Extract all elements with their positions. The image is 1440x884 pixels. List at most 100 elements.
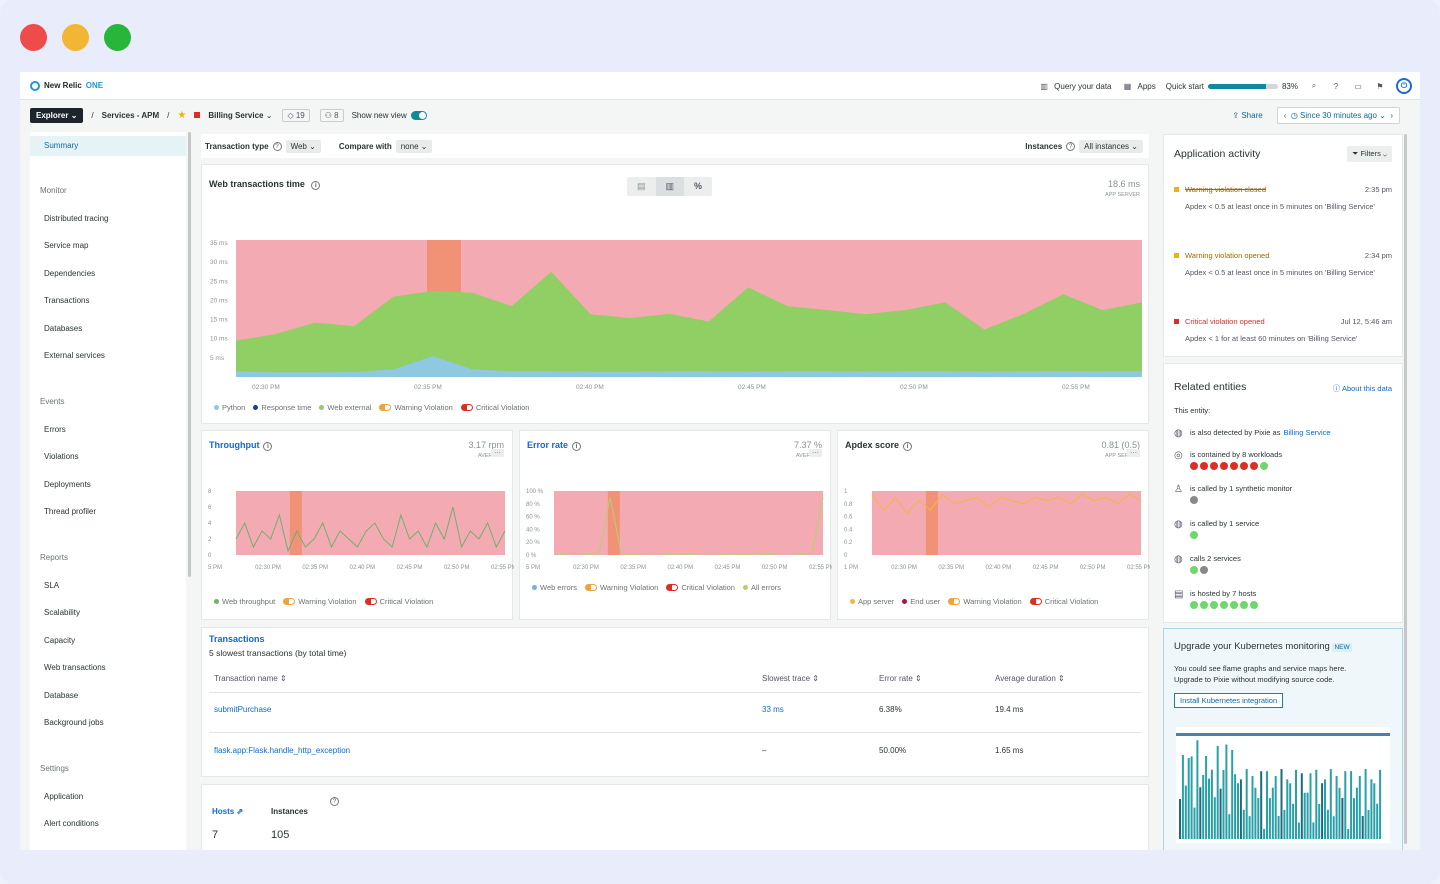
legend-item-critical-violation[interactable]: Critical Violation <box>666 583 735 592</box>
about-data-link[interactable]: ⓘ About this data <box>1332 384 1392 393</box>
entity-status-dot[interactable] <box>1210 462 1218 470</box>
legend-item-critical-violation[interactable]: Critical Violation <box>1029 597 1098 606</box>
entity-status-dot[interactable] <box>1200 462 1208 470</box>
entity-status-dot[interactable] <box>1190 531 1198 539</box>
legend-item-critical-violation[interactable]: Critical Violation <box>460 403 529 412</box>
related-entity-item[interactable]: ▤ is hosted by 7 hosts <box>1174 589 1258 609</box>
favorite-star-icon[interactable]: ★ <box>177 109 187 121</box>
sidebar-item-external-services[interactable]: External services <box>44 351 105 360</box>
sidebar-item-background-jobs[interactable]: Background jobs <box>44 718 104 727</box>
apps-button[interactable]: ▦ Apps <box>1122 80 1156 92</box>
help-icon[interactable]: ? <box>1066 141 1076 151</box>
line-view-button[interactable]: ▤ <box>637 181 646 191</box>
error_rate-chart[interactable]: 100 % 80 % 60 % 40 % 20 % 0 % 5 PM 02:30 PM 02:3… <box>520 483 832 593</box>
entity-status-dot[interactable] <box>1230 601 1238 609</box>
sidebar-item-scalability[interactable]: Scalability <box>44 608 81 618</box>
entity-status-dot[interactable] <box>1190 601 1198 609</box>
throughput-chart[interactable]: 8 6 4 2 0 5 PM 02:30 PM 02:35 PM 02:40 PM 02:45 P… <box>202 483 514 593</box>
sidebar-item-distributed-tracing[interactable]: Distributed tracing <box>44 214 109 223</box>
sidebar-item-transactions[interactable]: Transactions <box>44 296 90 306</box>
user-avatar[interactable]: ⏻ <box>1396 78 1412 94</box>
entity-status-dot[interactable] <box>1220 462 1228 470</box>
sidebar-item-errors[interactable]: Errors <box>44 425 66 434</box>
legend-item-web-errors[interactable]: Web errors <box>532 583 577 592</box>
transaction-type-select[interactable]: Web ⌄ <box>285 139 321 153</box>
help-icon[interactable]: ? <box>330 797 339 806</box>
sidebar-item-web-transactions[interactable]: Web transactions <box>44 663 106 673</box>
related-entity-item[interactable]: ♙ is called by 1 synthetic monitor <box>1174 484 1292 504</box>
entity-status-dot[interactable] <box>1200 601 1208 609</box>
sidebar-item-databases[interactable]: Databases <box>44 323 83 333</box>
column-slowest-trace[interactable]: Slowest trace ⇕ <box>762 674 819 683</box>
related-entity-item[interactable]: ◍ is also detected by Pixie as Billing Ser… <box>1174 428 1331 439</box>
install-kubernetes-button[interactable]: Install Kubernetes integration <box>1174 693 1284 708</box>
sidebar-item-alert-conditions[interactable]: Alert conditions <box>44 819 99 829</box>
new-relic-logo[interactable]: New Relic ONE <box>30 80 103 91</box>
share-button[interactable]: ⇪ Share <box>1232 110 1263 120</box>
legend-item-web-external[interactable]: Web external <box>319 403 371 412</box>
entity-status-dot[interactable] <box>1240 462 1248 470</box>
legend-item-end-user[interactable]: End user <box>902 597 940 606</box>
sidebar-item-application[interactable]: Application <box>44 792 84 801</box>
chat-icon[interactable]: ▭ <box>1354 81 1362 91</box>
entity-status-dot[interactable] <box>1260 462 1268 470</box>
maximize-window-button[interactable] <box>104 24 131 51</box>
tags-button[interactable]: ◇ 19 <box>282 108 310 122</box>
search-icon[interactable]: ⌕ <box>1311 81 1317 90</box>
quick-start-button[interactable]: Quick start 83% <box>1166 82 1298 91</box>
show-new-view-toggle[interactable] <box>410 110 427 120</box>
legend-item-response-time[interactable]: Response time <box>253 403 311 412</box>
entity-status-dot[interactable] <box>1210 601 1218 609</box>
entity-status-dot[interactable] <box>1240 601 1248 609</box>
entity-status-dot[interactable] <box>1190 566 1198 574</box>
time-picker[interactable]: ‹ ◷ Since 30 minutes ago ⌄ › <box>1276 106 1400 124</box>
stacked-view-button[interactable]: ▥ <box>655 177 685 196</box>
column-error-rate[interactable]: Error rate ⇕ <box>879 674 922 683</box>
legend-item-warning-violation[interactable]: Warning Violation <box>379 403 453 412</box>
sidebar-item-summary[interactable]: Summary <box>44 141 79 150</box>
activity-item-title[interactable]: Warning violation closed <box>1185 185 1267 194</box>
percent-view-button[interactable]: % <box>694 181 703 191</box>
legend-item-warning-violation[interactable]: Warning Violation <box>584 583 658 592</box>
info-icon[interactable]: i <box>263 442 273 451</box>
sidebar-item-sla[interactable]: SLA <box>44 581 60 590</box>
hosts-link[interactable]: Hosts ⇗ <box>212 807 244 816</box>
sidebar-scrollbar[interactable] <box>188 132 191 577</box>
sidebar-item-database[interactable]: Database <box>44 690 79 700</box>
throughput-more-button[interactable]: ⋯ <box>491 449 504 457</box>
transaction-name-link[interactable]: submitPurchase <box>214 705 272 714</box>
transaction-name-link[interactable]: flask.app:Flask.handle_http_exception <box>214 746 351 755</box>
activity-item[interactable]: Warning violation opened 2:34 pm Apdex < 0… <box>1174 251 1392 278</box>
sidebar-item-service-map[interactable]: Service map <box>44 241 89 251</box>
explorer-button[interactable]: Explorer ⌄ <box>30 107 84 123</box>
sidebar-item-dependencies[interactable]: Dependencies <box>44 268 96 278</box>
throughput-title-text[interactable]: Throughput <box>209 440 260 450</box>
legend-item-warning-violation[interactable]: Warning Violation <box>283 597 357 606</box>
related-entity-item[interactable]: ◍ calls 2 services <box>1174 554 1241 574</box>
sidebar-item-capacity[interactable]: Capacity <box>44 635 76 645</box>
error_rate-title-text[interactable]: Error rate <box>527 440 569 450</box>
compare-with-select[interactable]: none ⌄ <box>395 139 433 153</box>
entity-status-dot[interactable] <box>1190 462 1198 470</box>
entity-status-dot[interactable] <box>1190 496 1198 504</box>
legend-item-warning-violation[interactable]: Warning Violation <box>948 597 1022 606</box>
apdex-more-button[interactable]: ⋯ <box>1127 449 1140 457</box>
help-icon[interactable]: ? <box>272 141 282 151</box>
close-window-button[interactable] <box>20 24 47 51</box>
activity-item-title[interactable]: Warning violation opened <box>1185 251 1270 260</box>
info-icon[interactable]: i <box>572 442 582 451</box>
sidebar-item-violations[interactable]: Violations <box>44 452 79 462</box>
entity-status-dot[interactable] <box>1200 566 1208 574</box>
minimize-window-button[interactable] <box>62 24 89 51</box>
entity-status-dot[interactable] <box>1230 462 1238 470</box>
info-icon[interactable]: i <box>311 181 321 190</box>
legend-item-all-errors[interactable]: All errors <box>742 583 781 592</box>
right-scrollbar[interactable] <box>1404 134 1407 844</box>
legend-item-python[interactable]: Python <box>214 403 245 412</box>
activity-item[interactable]: Warning violation closed 2:35 pm Apdex < 0… <box>1174 185 1392 212</box>
info-icon[interactable]: i <box>903 442 913 451</box>
error_rate-more-button[interactable]: ⋯ <box>809 449 822 457</box>
legend-item-web-throughput[interactable]: Web throughput <box>214 597 275 606</box>
column-average-duration[interactable]: Average duration ⇕ <box>995 674 1065 683</box>
apdex-title-text[interactable]: Apdex score <box>845 440 900 450</box>
